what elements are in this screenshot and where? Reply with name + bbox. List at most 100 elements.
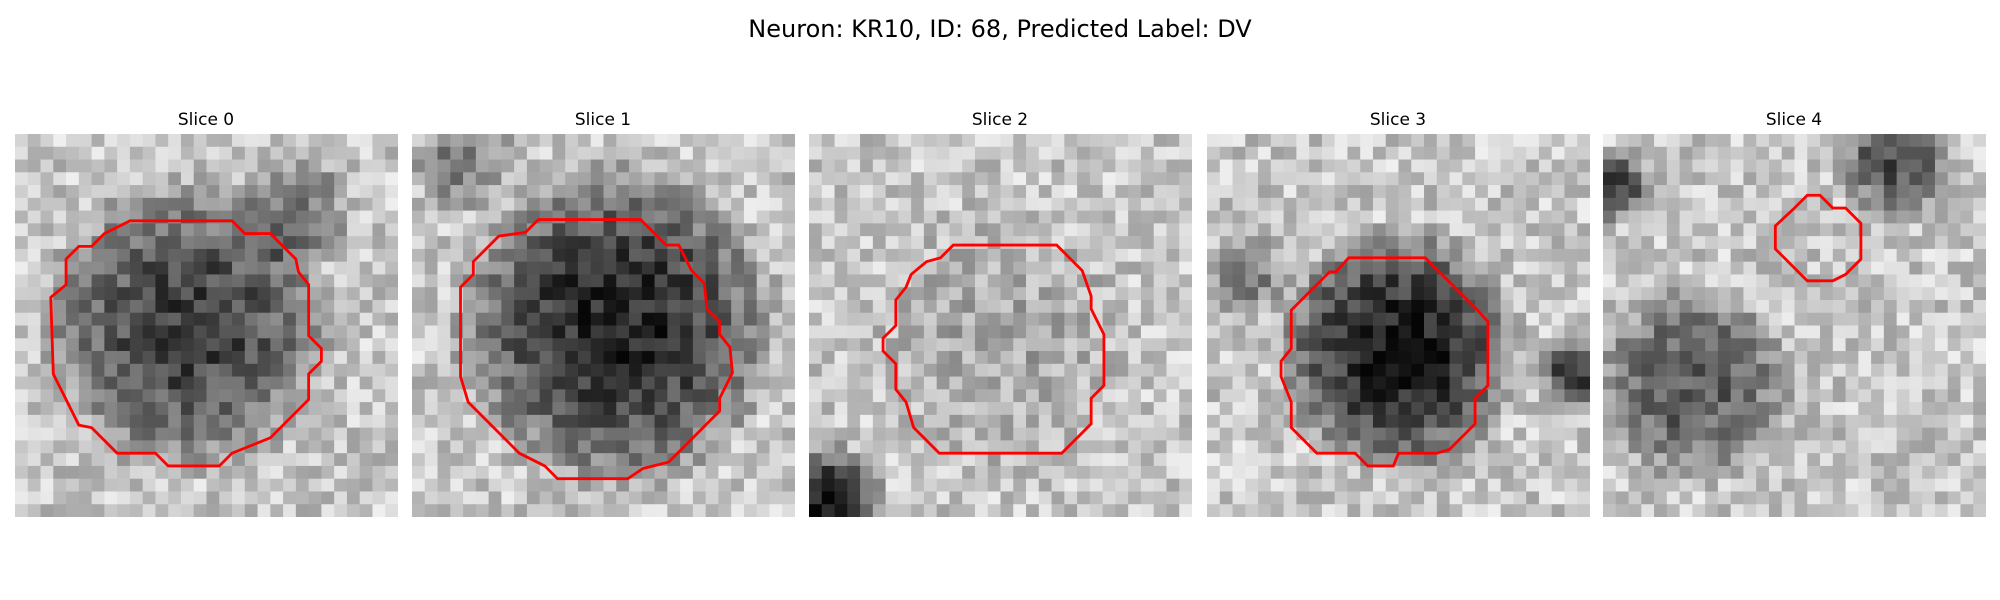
pixel	[987, 351, 1001, 365]
pixel	[359, 325, 373, 339]
pixel	[475, 325, 489, 339]
pixel	[232, 376, 246, 390]
pixel	[1038, 376, 1052, 390]
pixel	[847, 172, 861, 186]
pixel	[552, 197, 566, 211]
pixel	[1296, 351, 1310, 365]
pixel	[577, 363, 592, 377]
pixel	[488, 491, 502, 505]
pixel	[782, 414, 795, 429]
pixel	[552, 299, 566, 314]
pixel	[590, 504, 604, 517]
pixel	[1641, 427, 1655, 441]
pixel	[1140, 440, 1155, 454]
pixel	[40, 210, 54, 224]
pixel	[1360, 299, 1374, 314]
pixel	[104, 338, 118, 352]
pixel	[692, 338, 707, 352]
pixel	[1960, 223, 1974, 237]
pixel	[590, 261, 604, 275]
pixel	[743, 453, 758, 467]
pixel	[15, 478, 29, 492]
pixel	[1845, 146, 1859, 160]
pixel	[1883, 261, 1898, 275]
pixel	[321, 427, 335, 441]
pixel	[1883, 427, 1898, 441]
pixel	[488, 504, 502, 517]
pixel	[1424, 376, 1438, 390]
pixel	[1500, 376, 1514, 390]
pixel	[1526, 465, 1540, 480]
pixel	[539, 504, 553, 517]
pixel	[1321, 185, 1336, 199]
pixel	[1179, 351, 1192, 365]
pixel	[168, 274, 182, 288]
pixel	[1909, 440, 1923, 454]
pixel	[308, 389, 322, 403]
pixel	[872, 172, 886, 186]
pixel	[385, 440, 398, 454]
pixel	[1219, 325, 1233, 339]
pixel	[898, 325, 912, 339]
pixel	[756, 376, 770, 390]
pixel	[1487, 261, 1502, 275]
pixel	[385, 197, 398, 211]
pixel	[321, 504, 335, 517]
pixel	[232, 261, 246, 275]
pixel	[962, 185, 976, 199]
pixel	[488, 312, 502, 326]
pixel	[590, 465, 604, 480]
pixel	[1730, 376, 1744, 390]
pixel	[1807, 414, 1821, 429]
pixel	[424, 197, 438, 211]
pixel	[809, 504, 823, 517]
pixel	[295, 338, 310, 352]
pixel	[1960, 491, 1974, 505]
pixel	[847, 248, 861, 263]
pixel	[680, 504, 694, 517]
pixel	[1577, 248, 1590, 263]
pixel	[1807, 338, 1821, 352]
pixel	[1768, 402, 1783, 416]
pixel	[1883, 134, 1898, 148]
pixel	[616, 376, 630, 390]
pixel	[1411, 159, 1425, 173]
pixel	[1858, 414, 1872, 429]
pixel	[911, 389, 925, 403]
pixel	[1115, 325, 1129, 339]
pixel	[104, 453, 118, 467]
pixel	[437, 274, 451, 288]
pixel	[641, 299, 655, 314]
pixel	[885, 402, 899, 416]
pixel	[142, 376, 156, 390]
pixel	[142, 159, 156, 173]
pixel	[1551, 453, 1565, 467]
pixel	[1781, 146, 1795, 160]
pixel	[1283, 248, 1297, 263]
pixel	[962, 248, 976, 263]
pixel	[334, 299, 348, 314]
pixel	[1513, 504, 1527, 517]
pixel	[1219, 504, 1233, 517]
pixel	[66, 134, 80, 148]
pixel	[962, 440, 976, 454]
pixel	[526, 325, 541, 339]
pixel	[1000, 465, 1014, 480]
pixel	[385, 185, 398, 199]
pixel	[629, 248, 643, 263]
pixel	[962, 325, 976, 339]
pixel	[629, 299, 643, 314]
pixel	[308, 491, 322, 505]
pixel	[1411, 351, 1425, 365]
pixel	[1462, 491, 1476, 505]
pixel	[1334, 210, 1348, 224]
pixel	[1973, 287, 1986, 301]
pixel	[1051, 478, 1065, 492]
pixel	[1551, 261, 1565, 275]
pixel	[346, 338, 361, 352]
pixel	[283, 325, 297, 339]
pixel	[1705, 478, 1719, 492]
pixel	[1858, 134, 1872, 148]
pixel	[129, 389, 144, 403]
pixel	[1526, 376, 1540, 390]
